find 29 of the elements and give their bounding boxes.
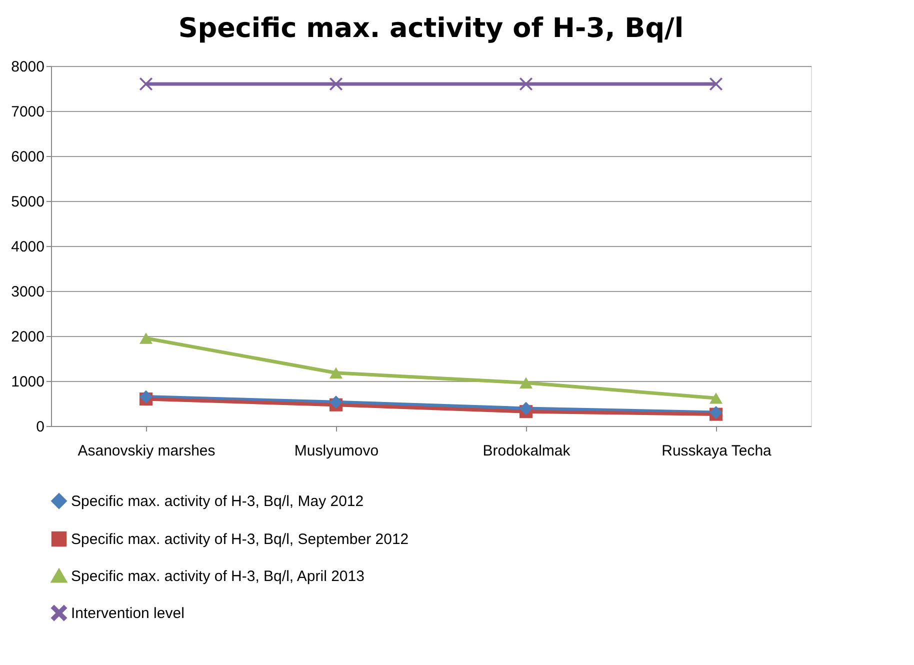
chart-title: Specific max. activity of H-3, Bq/l [178, 13, 684, 44]
y-tick-label: 3000 [11, 284, 44, 300]
y-tick-label: 0 [36, 418, 44, 436]
y-tick-label: 8000 [11, 58, 44, 76]
point [709, 77, 723, 91]
legend-label: Specific max. activity of H-3, Bq/l, April 2013 [71, 568, 364, 585]
point [519, 402, 533, 415]
point [329, 367, 343, 379]
y-tick-label: 1000 [11, 374, 44, 390]
y-tick-label: 2000 [11, 328, 44, 346]
y-tick-label: 5000 [11, 194, 44, 210]
x-tick-label: Brodokalmak [482, 442, 571, 460]
legend-label: Specific max. activity of H-3, Bq/l, September 2012 [71, 531, 409, 548]
y-tick-label: 7000 [11, 104, 44, 120]
legend-label: Intervention level [71, 605, 184, 622]
point [139, 77, 153, 91]
point [519, 77, 533, 91]
legend-label: Specific max. activity of H-3, Bq/l, May 2012 [71, 493, 364, 510]
x-tick-label: Muslyumovo [294, 442, 379, 460]
x-tick-label: Asanovskiy marshes [78, 442, 216, 460]
point [329, 77, 343, 91]
point [329, 396, 343, 409]
y-tick-label: 6000 [11, 148, 44, 166]
point [139, 332, 153, 344]
point [709, 392, 723, 404]
y-tick-label: 4000 [11, 238, 44, 256]
point [139, 390, 153, 404]
x-tick-label: Russkaya Techa [662, 442, 772, 460]
point [519, 377, 533, 388]
